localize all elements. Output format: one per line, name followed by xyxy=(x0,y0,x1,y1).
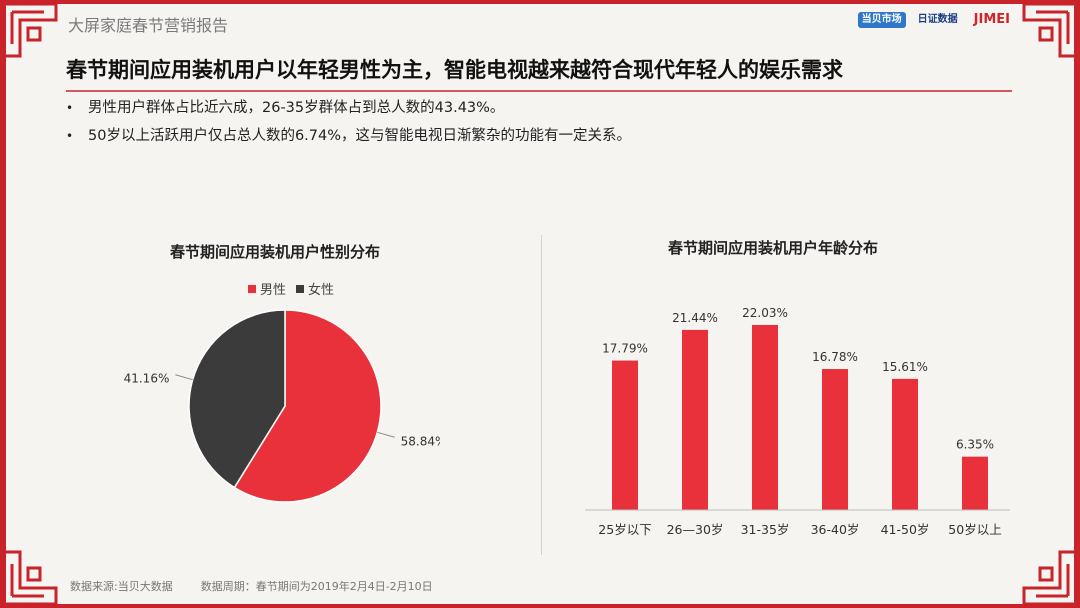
partner-logos: 当贝市场 日证数据 JIMEI xyxy=(857,8,1014,32)
bullet-dot-icon: • xyxy=(66,129,74,143)
bar-data-label: 15.61% xyxy=(882,360,928,374)
legend-swatch-female xyxy=(296,284,305,293)
gender-pie-chart: 58.84% 41.16% xyxy=(124,309,440,503)
chart-divider xyxy=(541,235,542,555)
bar-5 xyxy=(962,456,988,510)
bullet-list: • 男性用户群体占比近六成，26-35岁群体占到总人数的43.43%。 • 50… xyxy=(66,98,966,154)
slide-title: 春节期间应用装机用户以年轻男性为主，智能电视越来越符合现代年轻人的娱乐需求 xyxy=(66,58,843,82)
bullet-dot-icon: • xyxy=(66,101,74,115)
bar-data-label: 16.78% xyxy=(812,350,858,364)
legend-label-female: 女性 xyxy=(308,283,335,298)
bullet-text: 男性用户群体占比近六成，26-35岁群体占到总人数的43.43%。 xyxy=(88,100,505,116)
gender-chart-title: 春节期间应用装机用户性别分布 xyxy=(170,243,381,261)
legend-label-male: 男性 xyxy=(260,283,287,298)
bullet-item: • 男性用户群体占比近六成，26-35岁群体占到总人数的43.43%。 xyxy=(66,98,966,126)
pie-data-label: 41.16% xyxy=(124,372,170,386)
bar-category-label: 41-50岁 xyxy=(881,522,930,537)
bar-0 xyxy=(612,360,638,510)
legend-item-female: 女性 xyxy=(296,279,334,298)
pie-leader-line xyxy=(377,431,395,438)
pie-leader-line xyxy=(175,374,193,381)
data-period: 数据周期：春节期间为2019年2月4日-2月10日 xyxy=(200,580,433,593)
bar-2 xyxy=(752,324,778,510)
age-chart-title: 春节期间应用装机用户年龄分布 xyxy=(668,239,879,257)
bar-category-label: 36-40岁 xyxy=(811,522,860,537)
pie-data-label: 58.84% xyxy=(401,434,440,448)
bar-3 xyxy=(822,369,848,510)
bullet-item: • 50岁以上活跃用户仅占总人数的6.74%，这与智能电视日渐繁杂的功能有一定关… xyxy=(66,126,966,154)
report-title: 大屏家庭春节营销报告 xyxy=(68,16,229,35)
pie-slice-female xyxy=(188,309,286,489)
bar-category-label: 50岁以上 xyxy=(948,522,1001,537)
footer: 数据来源:当贝大数据 数据周期：春节期间为2019年2月4日-2月10日 xyxy=(70,578,433,594)
bar-data-label: 21.44% xyxy=(672,311,718,325)
bar-category-label: 25岁以下 xyxy=(598,522,651,537)
bar-data-label: 6.35% xyxy=(956,438,994,452)
bar-data-label: 22.03% xyxy=(742,306,788,320)
renzheng-logo: 日证数据 xyxy=(917,14,958,25)
bar-4 xyxy=(892,378,918,510)
legend-swatch-male xyxy=(248,284,256,293)
data-source: 数据来源:当贝大数据 xyxy=(70,580,173,593)
bar-category-label: 26—30岁 xyxy=(667,522,724,537)
dangbei-logo: 当贝市场 xyxy=(857,12,906,28)
bullet-text: 50岁以上活跃用户仅占总人数的6.74%，这与智能电视日渐繁杂的功能有一定关系。 xyxy=(88,128,632,144)
age-bar-chart: 17.79% 25岁以下 21.44% 26—30岁 22.03% 31-35岁 16.78… xyxy=(585,306,1010,537)
bar-data-label: 17.79% xyxy=(602,342,648,356)
bar-1 xyxy=(682,329,708,510)
legend-item-male: 男性 xyxy=(248,279,286,298)
bar-category-label: 31-35岁 xyxy=(741,522,790,537)
jimei-logo: JIMEI xyxy=(973,12,1010,27)
gender-legend: 男性 女性 xyxy=(248,279,334,298)
